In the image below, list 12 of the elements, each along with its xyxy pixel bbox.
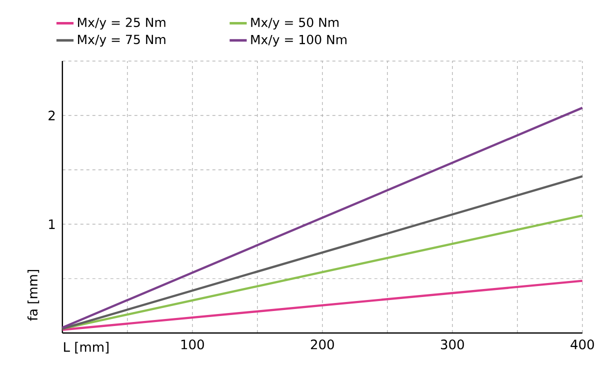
legend-label: Mx/y = 100 Nm — [251, 34, 346, 47]
x-tick-label: 200 — [310, 340, 334, 350]
x-axis-title: L [mm] — [64, 342, 108, 354]
x-tick-label: 400 — [570, 340, 594, 350]
y-tick-label: 1 — [49, 219, 55, 229]
y-axis-title: fa [mm] — [28, 270, 40, 321]
y-tick-label: 2 — [48, 110, 55, 120]
legend-label: Mx/y = 25 Nm — [78, 18, 166, 30]
legend-label: Mx/y = 50 Nm — [251, 18, 339, 30]
legend-label: Mx/y = 75 Nm — [78, 34, 166, 47]
x-tick-label: 100 — [181, 340, 204, 350]
x-tick-label: 300 — [440, 340, 464, 350]
